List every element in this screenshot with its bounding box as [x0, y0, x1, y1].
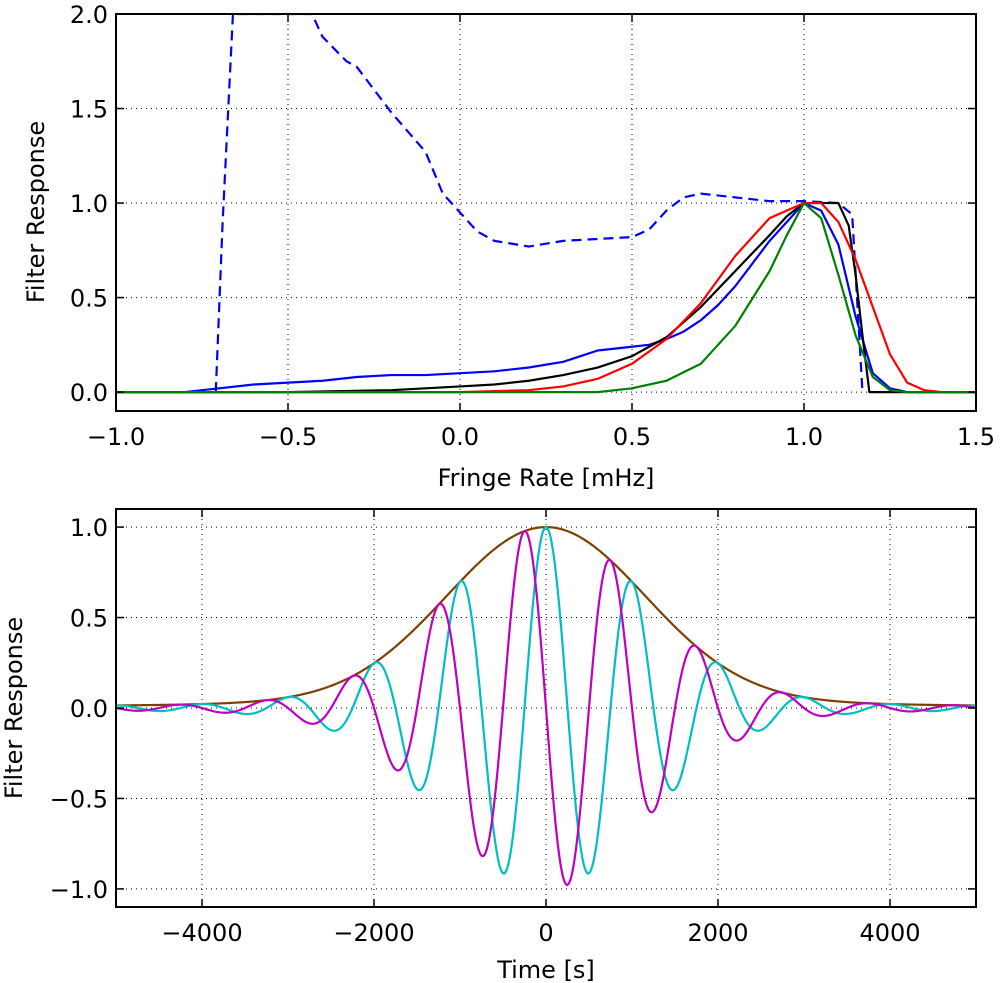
top-y-tick-label: 1.5	[70, 96, 108, 124]
bottom-y-tick-label: −1.0	[50, 876, 108, 904]
bottom-x-tick-label: 4000	[859, 919, 920, 947]
top-y-tick-label: 1.0	[70, 190, 108, 218]
top-series	[116, 14, 976, 394]
bottom-y-axis-label: Filter Response	[0, 617, 28, 799]
top-series-blue	[116, 201, 976, 394]
bottom-x-tick-label: −2000	[333, 919, 414, 947]
top-series-blue-dashed	[214, 14, 864, 393]
top-x-tick-label: 1.0	[785, 423, 823, 451]
top-x-tick-label: 0.0	[441, 423, 479, 451]
bottom-series-imaginary-part	[116, 530, 976, 886]
top-chart: −1.0 −0.5 0.0 0.5 1.0 1.5 0.0 0.5 1.0 1.5 2.0 Frin…	[22, 1, 995, 492]
top-x-tick-label: 0.5	[613, 423, 651, 451]
bottom-ticks: −4000 −2000 0 2000 4000 −1.0 −0.5 0.0 0.5 1.0	[50, 509, 976, 947]
bottom-y-tick-label: 0.0	[70, 695, 108, 723]
bottom-series-envelope	[116, 525, 976, 707]
top-ticks: −1.0 −0.5 0.0 0.5 1.0 1.5 0.0 0.5 1.0 1.5 2.0	[70, 1, 995, 451]
top-y-axis-label: Filter Response	[22, 121, 50, 303]
top-series-green	[116, 201, 976, 394]
top-plot-frame	[115, 13, 977, 412]
top-x-axis-label: Fringe Rate [mHz]	[438, 464, 655, 492]
bottom-x-tick-label: 2000	[687, 919, 748, 947]
top-y-tick-label: 2.0	[70, 1, 108, 29]
bottom-x-tick-label: 0	[538, 919, 553, 947]
top-series-red	[116, 201, 976, 394]
bottom-series	[116, 525, 976, 886]
top-grid	[116, 14, 976, 411]
top-x-tick-label: 1.5	[957, 423, 995, 451]
bottom-series-real-part	[116, 525, 976, 875]
bottom-chart: −4000 −2000 0 2000 4000 −1.0 −0.5 0.0 0.5 1.0 Tim…	[0, 508, 977, 983]
top-x-tick-label: −1.0	[87, 423, 145, 451]
top-y-tick-label: 0.0	[70, 379, 108, 407]
bottom-y-tick-label: 0.5	[70, 605, 108, 633]
top-y-tick-label: 0.5	[70, 285, 108, 313]
bottom-y-tick-label: 1.0	[70, 514, 108, 542]
bottom-y-tick-label: −0.5	[50, 785, 108, 813]
top-series-black	[116, 201, 976, 394]
top-x-tick-label: −0.5	[259, 423, 317, 451]
bottom-x-axis-label: Time [s]	[496, 956, 595, 983]
bottom-x-tick-label: −4000	[161, 919, 242, 947]
